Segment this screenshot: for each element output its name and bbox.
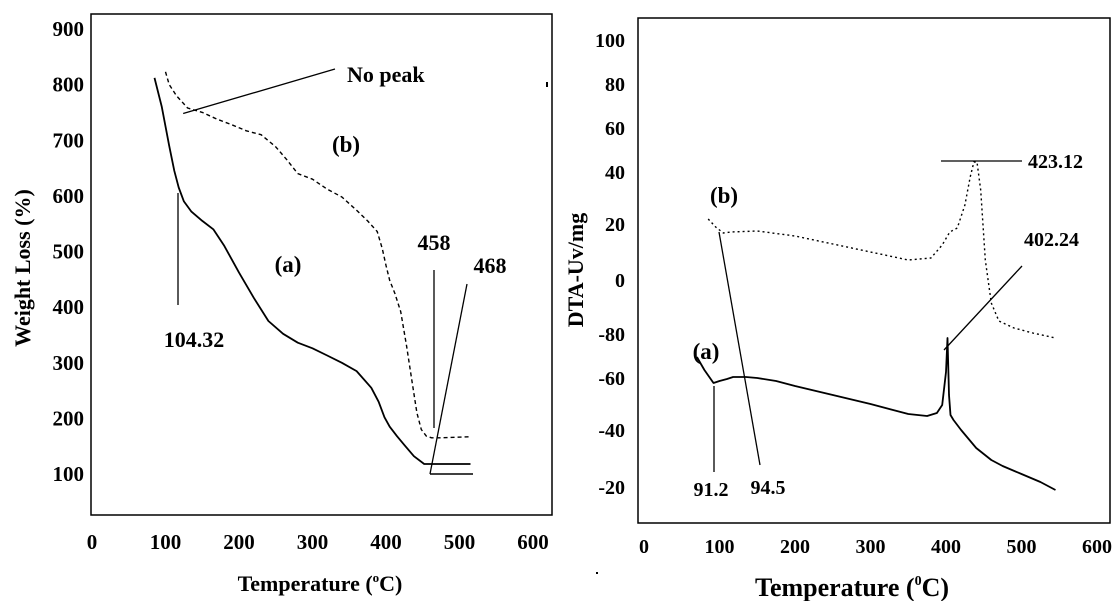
left-series-line-a <box>153 77 471 465</box>
right-y-tick-label: 60 <box>605 118 625 140</box>
left-x-tick-label: 300 <box>297 530 329 554</box>
left-annotation-leader <box>429 283 468 475</box>
right-annotation-label: 91.2 <box>694 479 729 501</box>
right-series-line-a <box>696 337 1056 491</box>
right-annotation-leader <box>718 231 761 466</box>
left-annotation-label: 468 <box>474 253 507 278</box>
left-annotation-label: (a) <box>275 252 302 277</box>
left-x-axis-title: Temperature (oC) <box>238 570 403 596</box>
left-x-tick-label: 0 <box>87 530 98 554</box>
left-y-tick-label: 200 <box>53 406 85 430</box>
left-x-tick-label: 600 <box>517 530 549 554</box>
right-x-tick-label: 0 <box>639 536 649 558</box>
right-annotation-label: 423.12 <box>1028 151 1083 173</box>
right-annotation-label: (b) <box>710 183 738 208</box>
right-x-tick-label: 100 <box>705 536 735 558</box>
right-annotation-label: 402.24 <box>1024 229 1079 251</box>
left-series-line-b <box>164 71 471 439</box>
left-chart: 0 100 200 300 400 500 600 100 200 300 400 500 600 700… <box>53 17 549 554</box>
left-x-tick-label: 400 <box>370 530 402 554</box>
left-y-tick-label: 100 <box>53 462 85 486</box>
right-x-tick-label: 300 <box>856 536 886 558</box>
left-y-tick-label: 900 <box>53 17 85 41</box>
right-y-tick-label: -40 <box>598 420 625 442</box>
left-x-tick-label: 200 <box>223 530 255 554</box>
right-y-tick-label: 20 <box>605 214 625 236</box>
left-x-tick-label: 500 <box>444 530 476 554</box>
right-y-tick-label: 40 <box>605 162 625 184</box>
left-y-tick-label: 600 <box>53 184 85 208</box>
right-plot-frame <box>637 17 1111 524</box>
left-y-tick-label: 300 <box>53 351 85 375</box>
right-y-tick-label: 100 <box>595 30 625 52</box>
left-y-axis-title: Weight Loss (%) <box>10 189 35 347</box>
left-y-tick-label: 700 <box>53 128 85 152</box>
right-annotation-label: (a) <box>693 339 720 364</box>
right-x-tick-label: 600 <box>1082 536 1112 558</box>
right-y-tick-label: 0 <box>615 270 625 292</box>
left-y-tick-label: 500 <box>53 240 85 264</box>
right-x-tick-label: 200 <box>780 536 810 558</box>
left-annotation-label: 104.32 <box>164 327 225 352</box>
right-annotation-leader <box>943 265 1023 351</box>
right-y-tick-label: -60 <box>598 368 625 390</box>
left-x-tick-label: 100 <box>150 530 182 554</box>
right-y-tick-label: -20 <box>598 477 625 499</box>
left-plot-frame <box>90 13 553 516</box>
right-y-tick-label: -80 <box>598 324 625 346</box>
left-y-tick-label: 800 <box>53 73 85 97</box>
right-x-axis-title: Temperature (0C) <box>755 573 949 601</box>
right-y-axis-title: DTA-Uv/mg <box>563 213 588 327</box>
left-annotation-label: (b) <box>332 132 360 157</box>
right-y-tick-label: 80 <box>605 74 625 96</box>
stray-mark <box>546 82 548 87</box>
right-x-tick-label: 500 <box>1007 536 1037 558</box>
left-annotation-label: 458 <box>418 230 451 255</box>
right-chart: 0 100 200 300 400 500 600100806040200-80-60-40… <box>595 30 1112 558</box>
stray-mark <box>596 572 598 574</box>
right-series-line-b <box>707 161 1056 339</box>
right-annotation-label: 94.5 <box>751 477 786 499</box>
left-y-tick-label: 400 <box>53 295 85 319</box>
right-x-tick-label: 400 <box>931 536 961 558</box>
left-annotation-leader <box>182 68 336 115</box>
left-annotation-label: No peak <box>347 62 425 87</box>
